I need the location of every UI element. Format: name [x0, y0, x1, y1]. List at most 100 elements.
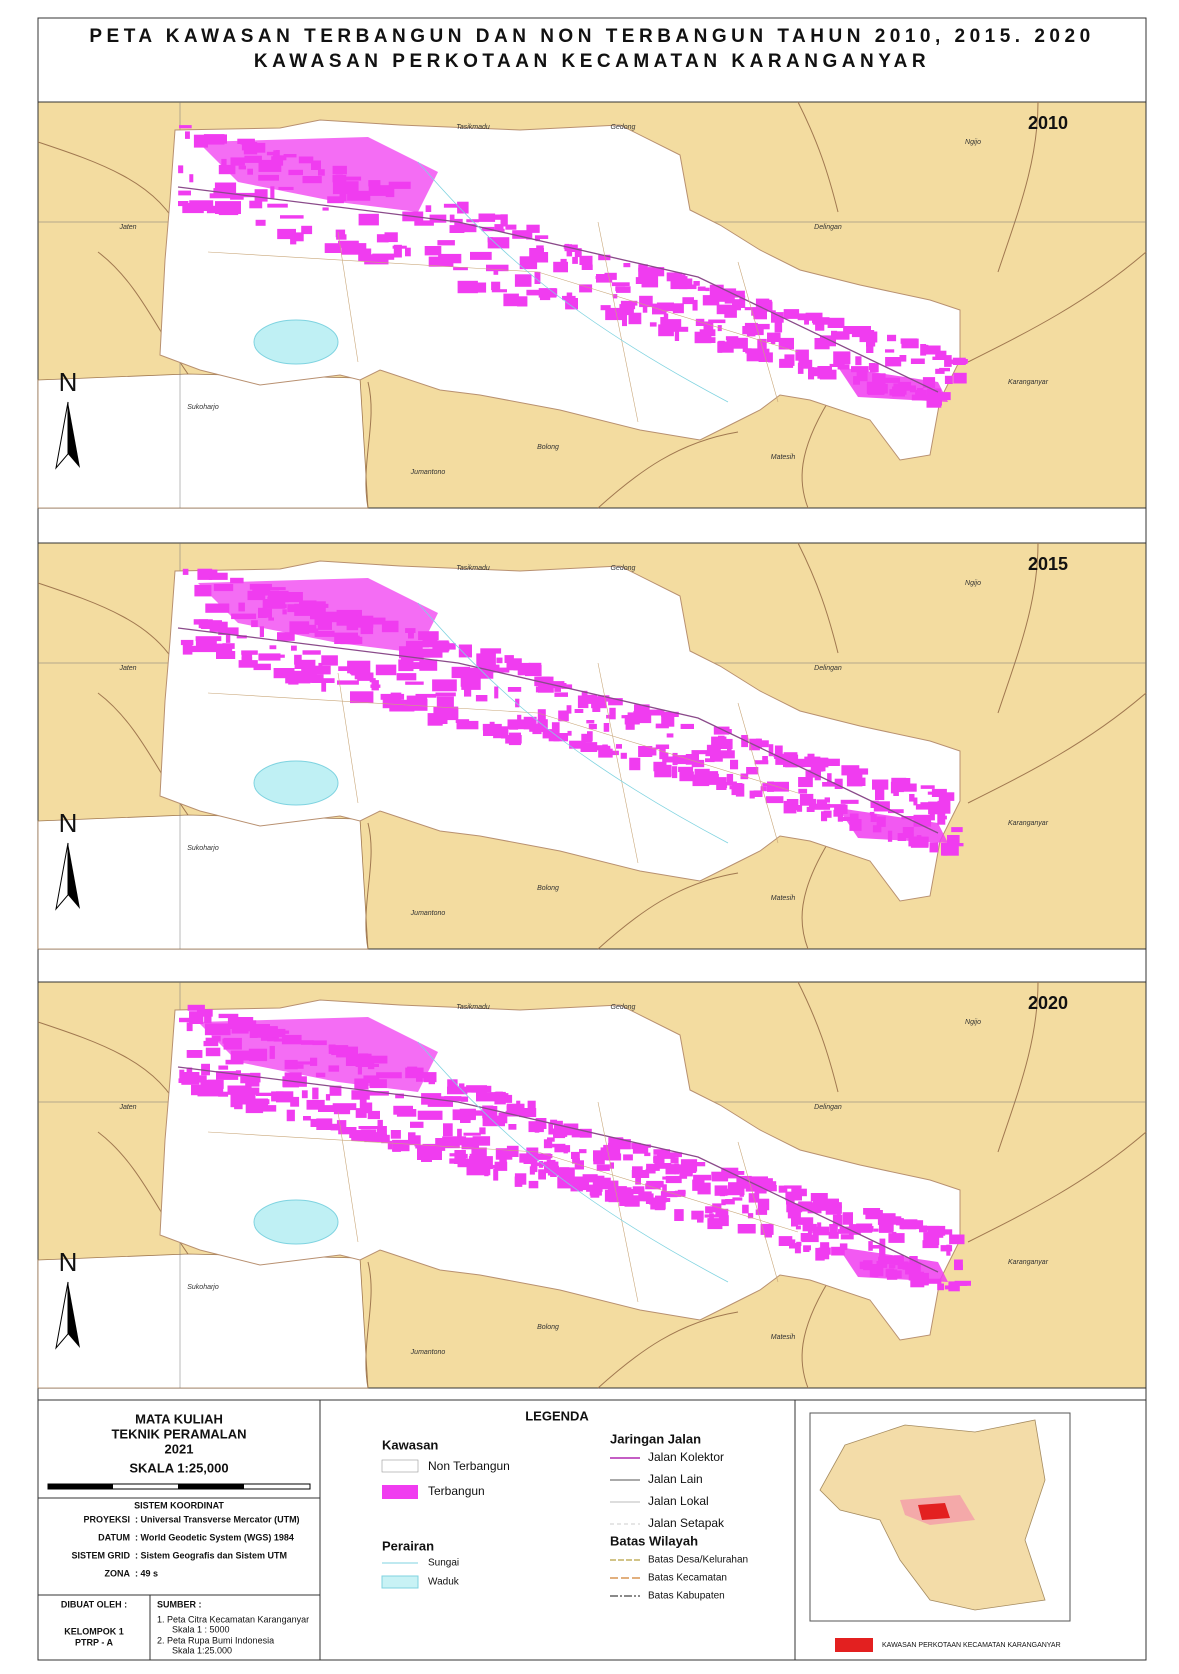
built-up — [834, 778, 843, 789]
built-up — [645, 1168, 656, 1174]
built-up — [941, 843, 948, 856]
built-up — [735, 783, 745, 797]
built-up — [302, 650, 321, 655]
built-up — [946, 843, 952, 853]
place-name: Jumantono — [410, 910, 446, 917]
built-up — [611, 750, 619, 756]
built-up — [653, 1157, 665, 1164]
built-up — [674, 329, 680, 341]
built-up — [303, 1116, 311, 1121]
built-up — [820, 1199, 837, 1211]
built-up — [294, 654, 302, 665]
legend-area: MATA KULIAH TEKNIK PERAMALAN 2021 SKALA … — [37, 1399, 1147, 1661]
built-up — [631, 1142, 641, 1150]
built-up — [382, 698, 394, 709]
built-up — [622, 314, 627, 327]
built-up — [367, 1110, 380, 1120]
built-up — [500, 214, 508, 227]
built-up — [551, 722, 560, 735]
built-up — [357, 672, 374, 681]
built-up — [495, 1148, 513, 1160]
built-up — [376, 234, 389, 243]
built-up — [322, 207, 329, 211]
built-up — [311, 665, 331, 675]
built-up — [201, 1063, 210, 1076]
built-up — [270, 186, 275, 199]
built-up — [529, 723, 545, 732]
built-up — [744, 322, 758, 333]
built-up — [926, 399, 942, 408]
place-name: Gedong — [611, 1004, 636, 1011]
built-up — [321, 680, 327, 692]
built-up — [641, 274, 659, 288]
built-up — [553, 261, 568, 273]
built-up — [739, 295, 746, 308]
map-panel: 2020 Tasikmadu Gedong Ngijo Jaten Delingan Kar… — [37, 981, 1147, 1389]
built-up — [929, 803, 944, 814]
built-up — [443, 643, 456, 650]
built-up — [913, 797, 918, 806]
river — [417, 161, 729, 403]
built-up — [665, 1153, 674, 1158]
built-up — [785, 760, 797, 768]
built-up — [739, 1185, 744, 1197]
boundary — [967, 1131, 1147, 1243]
built-up — [437, 240, 455, 246]
built-up — [579, 284, 593, 293]
built-up — [179, 125, 192, 129]
built-up — [185, 1074, 193, 1082]
built-up — [194, 584, 212, 597]
built-up — [706, 744, 721, 756]
built-up — [621, 715, 629, 719]
built-up — [638, 1193, 647, 1202]
built-up — [179, 1069, 185, 1081]
built-up — [189, 174, 194, 183]
built-up — [269, 645, 277, 650]
built-up — [187, 1067, 193, 1080]
built-up — [349, 670, 367, 675]
built-up — [662, 1184, 667, 1194]
built-up — [312, 1087, 319, 1100]
built-up — [635, 277, 645, 284]
built-up — [230, 577, 244, 584]
built-up — [424, 246, 442, 256]
place-name: Bolong — [537, 1324, 559, 1331]
built-up — [631, 317, 640, 321]
built-up — [660, 317, 667, 329]
built-up — [807, 1221, 813, 1234]
built-up — [396, 1109, 417, 1117]
built-up — [209, 621, 228, 632]
built-up — [464, 1110, 488, 1116]
built-up — [454, 218, 463, 229]
built-up — [643, 1191, 652, 1202]
built-up — [505, 1110, 523, 1115]
built-up — [606, 714, 611, 719]
built-up — [682, 297, 694, 305]
built-up — [405, 681, 424, 685]
made-by: PTRP - A — [75, 1637, 114, 1647]
built-up — [680, 723, 694, 729]
built-up — [230, 195, 244, 200]
place-name: Matesih — [771, 454, 796, 461]
boundary — [801, 842, 829, 950]
built-up — [593, 1150, 602, 1162]
built-up — [216, 1071, 239, 1080]
coord-rows: PROYEKSI: Universal Transverse Mercator … — [71, 1514, 299, 1578]
collector-road — [177, 186, 939, 393]
built-up — [392, 1139, 401, 1152]
urban-area — [159, 119, 961, 461]
built-up — [260, 1105, 277, 1112]
built-up — [429, 214, 447, 223]
place-name: Karanganyar — [1008, 820, 1049, 827]
built-up — [527, 1100, 536, 1111]
built-up — [479, 1127, 486, 1135]
built-up — [920, 785, 935, 789]
built-up — [198, 1017, 438, 1092]
built-up — [948, 1281, 960, 1292]
built-up — [652, 303, 667, 315]
built-up — [623, 1154, 633, 1161]
built-up — [660, 1191, 678, 1198]
built-up — [642, 305, 648, 313]
built-up — [554, 1145, 571, 1153]
built-up — [358, 213, 379, 226]
